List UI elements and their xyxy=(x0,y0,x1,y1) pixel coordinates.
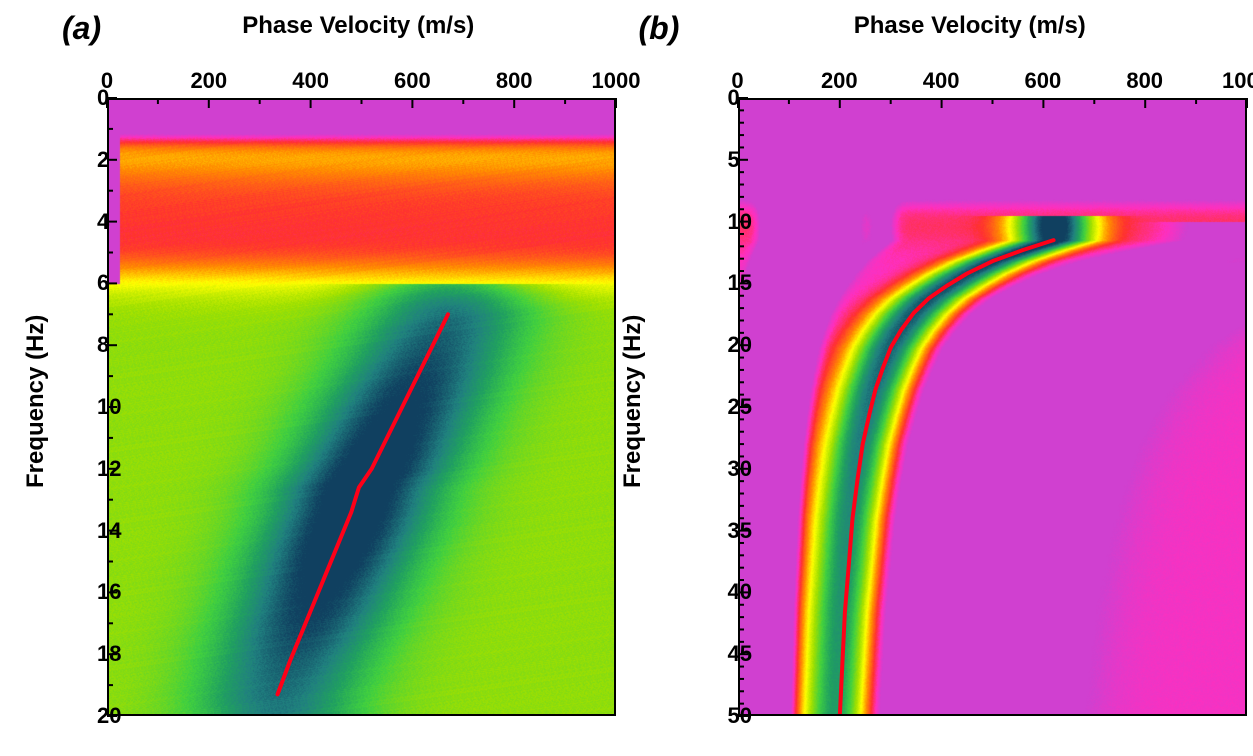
dispersion-plot-b xyxy=(738,98,1247,716)
x-tick-label: 600 xyxy=(1025,68,1062,94)
x-axis-title-a: Phase Velocity (m/s) xyxy=(0,12,627,40)
x-tick-label: 800 xyxy=(496,68,533,94)
heatmap-canvas-a xyxy=(107,98,616,716)
x-tick-label: 200 xyxy=(821,68,858,94)
panel-b: (b) Phase Velocity (m/s) Frequency (Hz) … xyxy=(627,8,1253,719)
figure: (a) Phase Velocity (m/s) Frequency (Hz) … xyxy=(0,0,1253,719)
x-tick-label: 600 xyxy=(394,68,431,94)
heatmap-canvas-b xyxy=(738,98,1247,716)
y-axis-title-b: Frequency (Hz) xyxy=(619,315,647,488)
x-axis-title-b: Phase Velocity (m/s) xyxy=(627,12,1253,40)
x-tick-label: 800 xyxy=(1126,68,1163,94)
x-tick-label: 400 xyxy=(923,68,960,94)
x-tick-label: 200 xyxy=(190,68,227,94)
panel-a: (a) Phase Velocity (m/s) Frequency (Hz) … xyxy=(0,8,627,719)
x-tick-label: 1000 xyxy=(1222,68,1253,94)
x-tick-label: 400 xyxy=(292,68,329,94)
y-axis-title-a: Frequency (Hz) xyxy=(22,315,50,488)
dispersion-plot-a xyxy=(107,98,616,716)
